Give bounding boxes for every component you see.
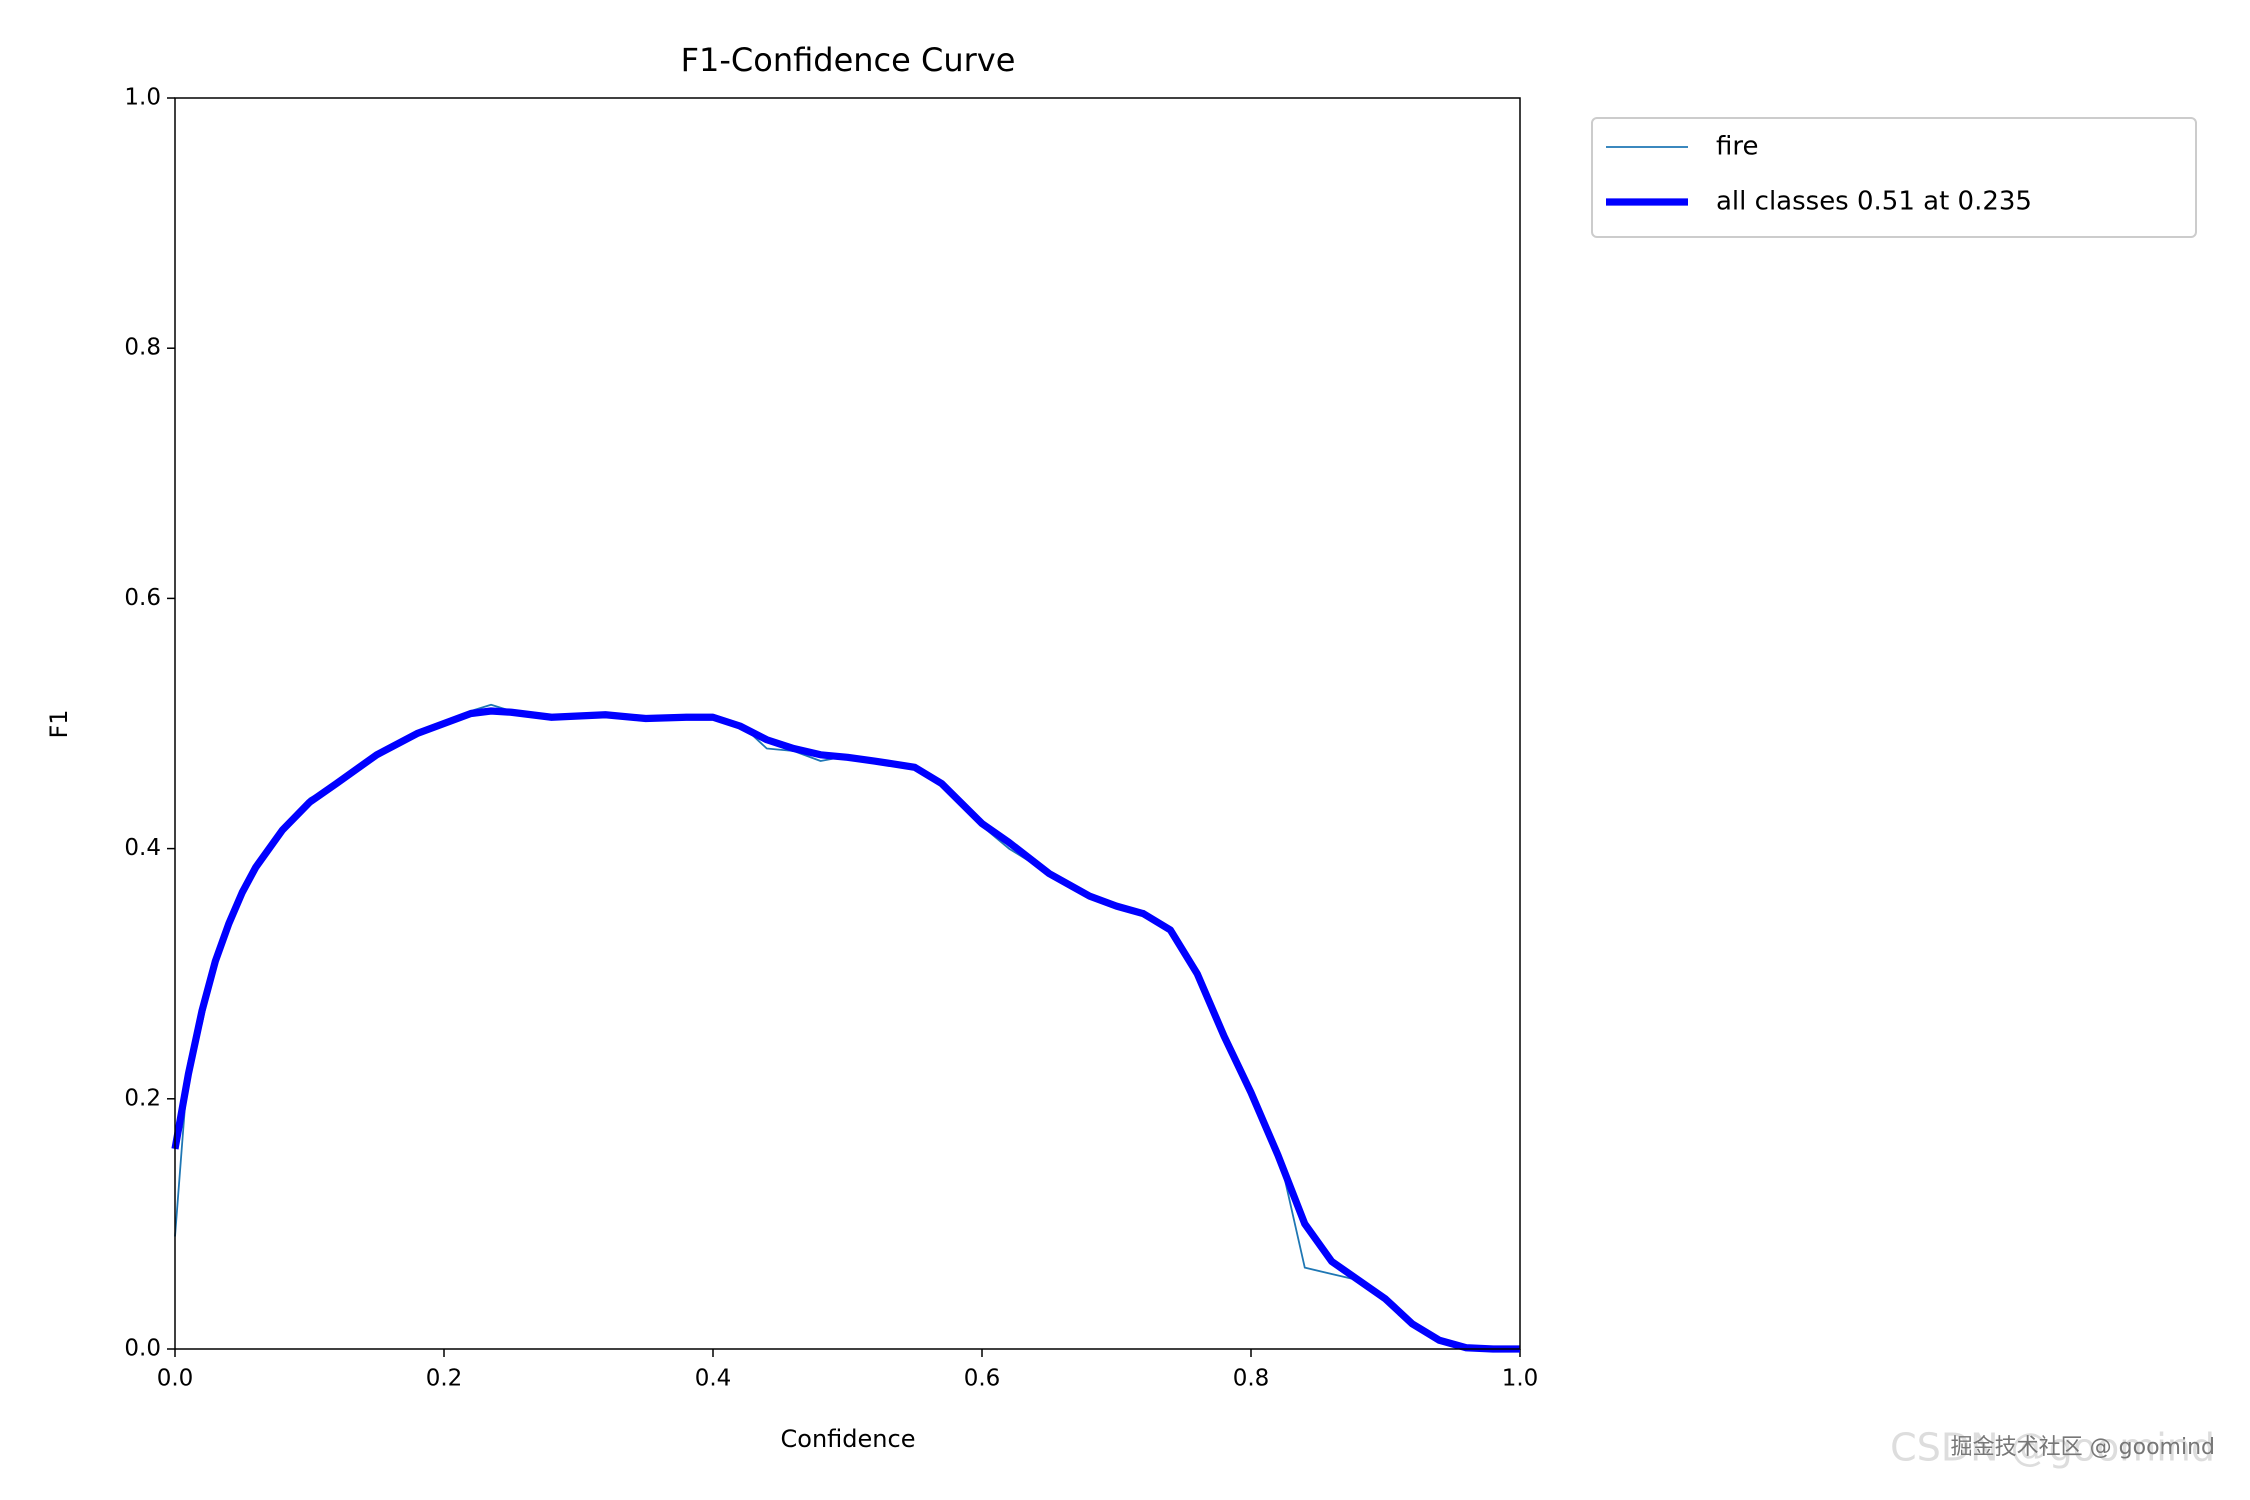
x-axis-label: Confidence: [781, 1425, 916, 1453]
x-tick-label: 0.6: [964, 1366, 1001, 1392]
x-tick-label: 0.8: [1233, 1366, 1270, 1392]
series-line: [171, 707, 1520, 1353]
x-tick-label: 1.0: [1502, 1366, 1539, 1392]
plot-frame: [174, 97, 1521, 1350]
watermark-overlay: CSDN @goomind: [1890, 1426, 2215, 1470]
y-axis-label: F1: [45, 709, 73, 738]
watermark: 掘金技术社区 @ goomind: [1951, 1435, 2215, 1460]
x-tick-label: 0.4: [695, 1366, 732, 1392]
y-tick-label: 1.0: [124, 85, 161, 111]
legend-label: all classes 0.51 at 0.235: [1716, 187, 2032, 217]
y-tick-label: 0.6: [124, 585, 161, 611]
legend-label: fire: [1716, 132, 1759, 162]
y-tick-label: 0.0: [124, 1336, 161, 1362]
y-tick-label: 0.8: [124, 335, 161, 361]
chart-title: F1-Confidence Curve: [681, 41, 1016, 79]
y-tick-label: 0.2: [124, 1085, 161, 1111]
x-tick-label: 0.2: [426, 1366, 463, 1392]
y-tick-label: 0.4: [124, 835, 161, 861]
x-tick-label: 0.0: [157, 1366, 194, 1392]
legend-box: [1591, 117, 2197, 238]
